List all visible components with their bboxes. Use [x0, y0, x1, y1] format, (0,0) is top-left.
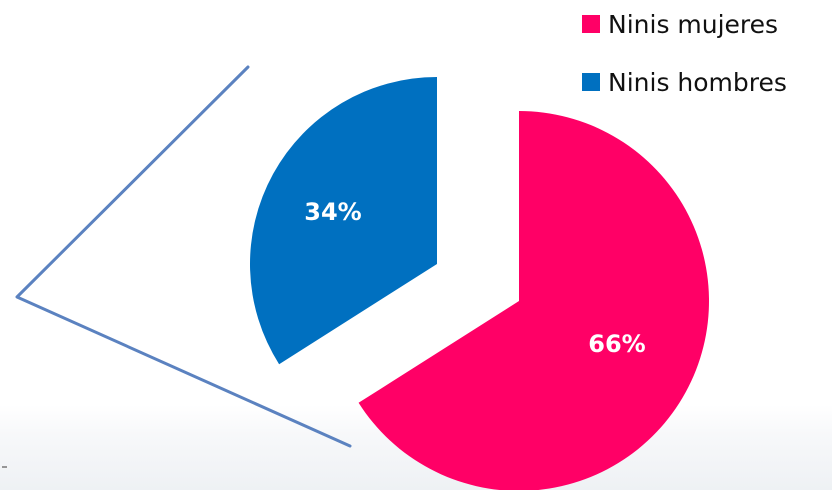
legend-item-ninis-mujeres: Ninis mujeres [582, 8, 787, 40]
legend: Ninis mujeres Ninis hombres [582, 8, 787, 124]
legend-label-ninis-mujeres: Ninis mujeres [608, 9, 779, 39]
pie-slice-ninis-mujeres [358, 111, 709, 490]
legend-swatch-ninis-hombres [582, 73, 600, 91]
decorative-line [15, 65, 352, 448]
legend-label-ninis-hombres: Ninis hombres [608, 67, 787, 97]
pie-slice-ninis-hombres [249, 77, 437, 365]
data-label-ninis-mujeres: 66% [588, 330, 645, 358]
legend-item-ninis-hombres: Ninis hombres [582, 66, 787, 98]
legend-swatch-ninis-mujeres [582, 15, 600, 33]
data-label-ninis-hombres: 34% [304, 198, 361, 226]
